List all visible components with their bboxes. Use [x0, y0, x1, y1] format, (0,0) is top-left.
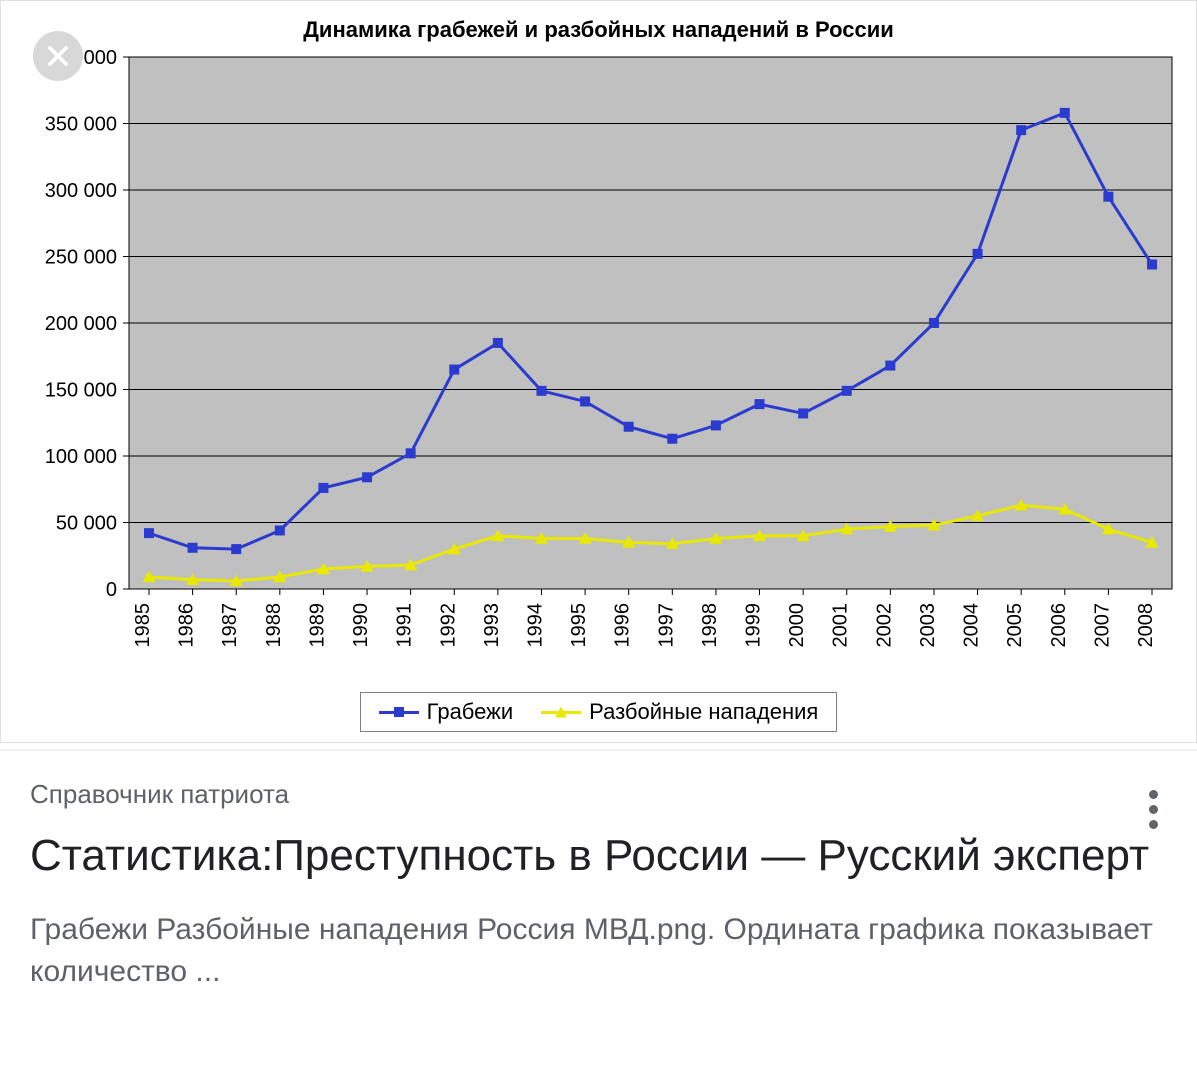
svg-text:0: 0 [106, 579, 117, 601]
chart-legend: Грабежи Разбойные нападения [360, 692, 838, 732]
svg-text:1999: 1999 [743, 603, 765, 648]
svg-text:1990: 1990 [350, 603, 372, 648]
legend-item-robberies: Грабежи [379, 699, 514, 725]
svg-text:2001: 2001 [830, 603, 852, 648]
svg-text:1989: 1989 [306, 603, 328, 648]
svg-text:1995: 1995 [568, 603, 590, 648]
svg-text:1996: 1996 [612, 603, 634, 648]
legend-label-0: Грабежи [427, 699, 514, 725]
chart-title: Динамика грабежей и разбойных нападений … [11, 9, 1186, 49]
svg-text:2002: 2002 [873, 603, 895, 648]
svg-text:1993: 1993 [481, 603, 503, 648]
svg-text:2007: 2007 [1091, 603, 1113, 648]
close-button[interactable] [33, 31, 83, 81]
svg-text:2006: 2006 [1048, 603, 1070, 648]
legend-swatch-1 [541, 711, 581, 714]
svg-text:1987: 1987 [219, 603, 241, 648]
svg-text:1998: 1998 [699, 603, 721, 648]
svg-text:2004: 2004 [961, 603, 983, 648]
svg-text:2005: 2005 [1004, 603, 1026, 648]
svg-text:50 000: 50 000 [56, 513, 117, 535]
svg-text:1997: 1997 [655, 603, 677, 648]
svg-text:1992: 1992 [437, 603, 459, 648]
result-source: Справочник патриота [30, 779, 1167, 810]
svg-text:100 000: 100 000 [45, 446, 117, 468]
result-info: Справочник патриота Статистика:Преступно… [0, 749, 1197, 1023]
legend-swatch-0 [379, 711, 419, 714]
svg-text:1991: 1991 [394, 603, 416, 648]
more-icon [1149, 790, 1158, 799]
legend-item-assaults: Разбойные нападения [541, 699, 818, 725]
chart-plot: 0 50 000 100 000 150 000 200 000 250 000 300 0… [11, 49, 1186, 684]
svg-text:1994: 1994 [524, 603, 546, 648]
svg-text:250 000: 250 000 [45, 247, 117, 269]
svg-text:300 000: 300 000 [45, 180, 117, 202]
svg-text:2003: 2003 [917, 603, 939, 648]
line-chart-svg: 0 50 000 100 000 150 000 200 000 250 000 300 0… [11, 49, 1186, 679]
svg-text:1985: 1985 [132, 603, 154, 648]
svg-text:200 000: 200 000 [45, 313, 117, 335]
legend-label-1: Разбойные нападения [589, 699, 818, 725]
svg-text:1986: 1986 [176, 603, 198, 648]
result-headline[interactable]: Статистика:Преступность в России — Русск… [30, 828, 1167, 883]
chart-card: Динамика грабежей и разбойных нападений … [0, 0, 1197, 743]
result-snippet: Грабежи Разбойные нападения Россия МВД.p… [30, 909, 1167, 993]
svg-text:350 000: 350 000 [45, 114, 117, 136]
close-icon [44, 42, 72, 70]
svg-text:1988: 1988 [263, 603, 285, 648]
svg-text:2000: 2000 [786, 603, 808, 648]
svg-text:150 000: 150 000 [45, 380, 117, 402]
more-options-button[interactable] [1133, 779, 1173, 839]
svg-text:2008: 2008 [1135, 603, 1157, 648]
